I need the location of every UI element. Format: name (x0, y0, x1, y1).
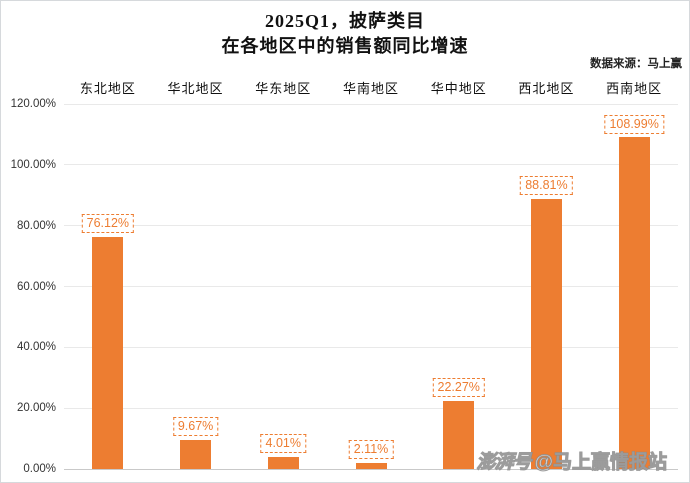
bar-value-label-5: 22.27% (432, 378, 485, 398)
chart-title-line2: 在各地区中的销售额同比增速 (221, 36, 469, 56)
bar-value-label-3: 4.01% (260, 433, 307, 453)
grid-line-100 (64, 164, 678, 166)
category-label-4: 华南地区 (342, 81, 400, 96)
grid-line-60 (64, 286, 678, 287)
category-label-5: 华中地区 (430, 81, 487, 96)
category-label-6: 西北地区 (518, 81, 575, 96)
bar-value-label-1: 76.12% (81, 214, 135, 234)
bar-4 (355, 462, 387, 469)
y-tick-label-80: 80.00% (16, 219, 56, 232)
bar-6 (530, 198, 562, 469)
grid-line-120 (64, 103, 678, 105)
y-tick-label-100: 100.00% (10, 158, 56, 171)
category-label-7: 西南地区 (606, 81, 663, 96)
bar-value-label-7: 108.99% (604, 114, 664, 134)
y-tick-label-120: 120.00% (10, 98, 56, 110)
bar-7 (618, 137, 650, 469)
grid-line-80 (64, 225, 678, 227)
bar-value-label-6: 88.81% (520, 175, 573, 195)
watermark: 澎湃号 @马上赢情报站 (476, 447, 668, 474)
bar-3 (267, 456, 299, 469)
data-source-note: 数据来源：马上赢 (590, 58, 682, 70)
bar-value-label-4: 2.11% (348, 439, 394, 459)
bar-2 (180, 439, 212, 469)
y-tick-label-20: 20.00% (16, 402, 56, 415)
category-label-2: 华北地区 (167, 81, 224, 96)
y-tick-label-40: 40.00% (16, 341, 56, 354)
category-label-1: 东北地区 (79, 81, 136, 96)
bar-1 (92, 237, 124, 469)
y-tick-label-60: 60.00% (16, 280, 56, 293)
watermark-handle: @马上赢情报站 (534, 452, 668, 474)
watermark-pengpai-logo: 澎湃号 (476, 452, 532, 474)
grid-line-40 (64, 346, 678, 348)
grid-line-0 (64, 468, 678, 470)
chart-title-line1: 2025Q1，披萨类目 (264, 11, 425, 31)
bar-value-label-2: 9.67% (172, 416, 219, 436)
bar-5 (443, 401, 475, 469)
chart-title: 2025Q1，披萨类目 在各地区中的销售额同比增速 (1, 9, 689, 59)
category-label-3: 华东地区 (255, 81, 312, 96)
grid-line-20 (64, 407, 678, 409)
y-tick-label-0: 0.00% (23, 463, 56, 475)
